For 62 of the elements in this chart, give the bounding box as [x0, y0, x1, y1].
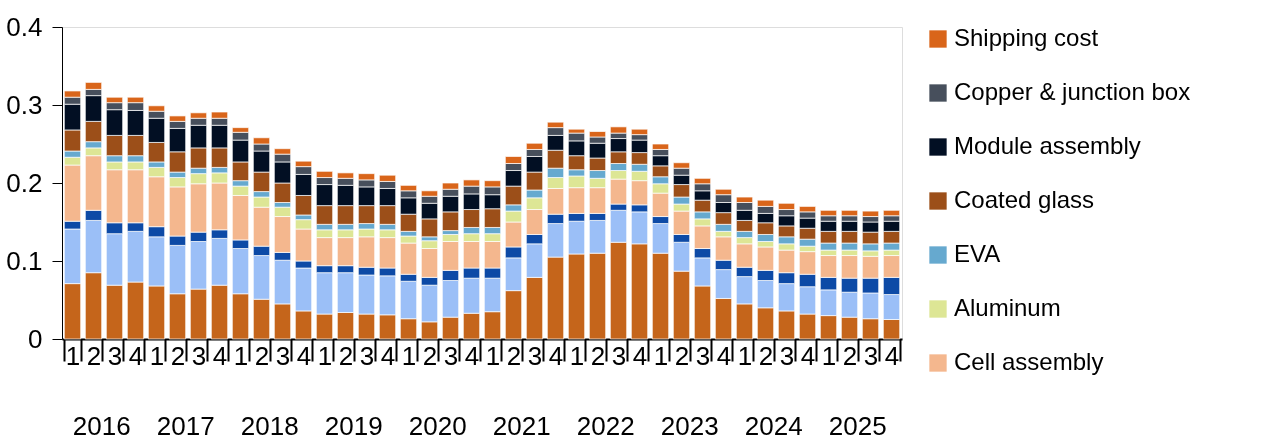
x-tick-label: 2: [86, 340, 102, 371]
x-tick-label: 2: [674, 340, 690, 371]
text: 2018: [240, 411, 299, 441]
x-tick-label: 1: [737, 340, 753, 371]
x-tick-label: 4: [800, 340, 816, 371]
text: 2017: [156, 411, 215, 441]
x-tick-label: 4: [212, 340, 228, 371]
text: 2020: [408, 411, 467, 441]
x-tick-label: 3: [443, 340, 459, 371]
x-tick-label: 4: [632, 340, 648, 371]
x-tick-label: 3: [527, 340, 543, 371]
text: 2023: [660, 411, 719, 441]
text: 2024: [744, 411, 803, 441]
x-tick-label: 1: [65, 340, 81, 371]
x-tick-label: 3: [611, 340, 627, 371]
x-tick-label: 3: [275, 340, 291, 371]
x-tick-label: 2: [842, 340, 858, 371]
y-tick-label: 0.2: [6, 167, 43, 198]
legend-label: Coated glass: [954, 186, 1095, 213]
x-tick-label: 1: [149, 340, 165, 371]
x-tick-label: 3: [107, 340, 123, 371]
x-tick-label: 1: [401, 340, 417, 371]
x-tick-label: 1: [653, 340, 669, 371]
text: 2019: [324, 411, 383, 441]
legend-label: Aluminum: [954, 294, 1061, 321]
legend-label: Module assembly: [954, 132, 1141, 159]
x-tick-label: 4: [128, 340, 144, 371]
x-tick-label: 3: [863, 340, 879, 371]
x-tick-label: 1: [317, 340, 333, 371]
text: 2021: [492, 411, 551, 441]
x-tick-label: 1: [821, 340, 837, 371]
x-tick-label: 3: [359, 340, 375, 371]
legend-label: Copper & junction box: [954, 78, 1191, 105]
x-tick-label: 2: [338, 340, 354, 371]
y-tick-label: 0.4: [6, 11, 43, 42]
x-tick-label: 4: [464, 340, 480, 371]
x-tick-label: 3: [779, 340, 795, 371]
x-tick-label: 1: [569, 340, 585, 371]
y-tick-label: 0.1: [6, 245, 43, 276]
y-tick-label: 0.3: [6, 89, 43, 120]
x-tick-label: 4: [716, 340, 732, 371]
text: 2025: [828, 411, 887, 441]
x-tick-label: 1: [485, 340, 501, 371]
x-tick-label: 4: [884, 340, 900, 371]
x-tick-label: 2: [506, 340, 522, 371]
x-tick-label: 3: [191, 340, 207, 371]
legend-label: Shipping cost: [954, 24, 1099, 51]
legend-label: Cell assembly: [954, 348, 1104, 375]
x-tick-label: 4: [548, 340, 564, 371]
legend-label: EVA: [954, 240, 1001, 267]
y-tick-label: 0: [28, 323, 43, 354]
x-tick-label: 4: [296, 340, 312, 371]
text: 2016: [72, 411, 131, 441]
x-tick-label: 2: [422, 340, 438, 371]
x-tick-label: 3: [695, 340, 711, 371]
x-tick-label: 2: [590, 340, 606, 371]
x-tick-label: 4: [380, 340, 396, 371]
text: 2022: [576, 411, 635, 441]
x-tick-label: 2: [170, 340, 186, 371]
x-tick-label: 2: [254, 340, 270, 371]
x-tick-label: 1: [233, 340, 249, 371]
x-tick-label: 2: [758, 340, 774, 371]
